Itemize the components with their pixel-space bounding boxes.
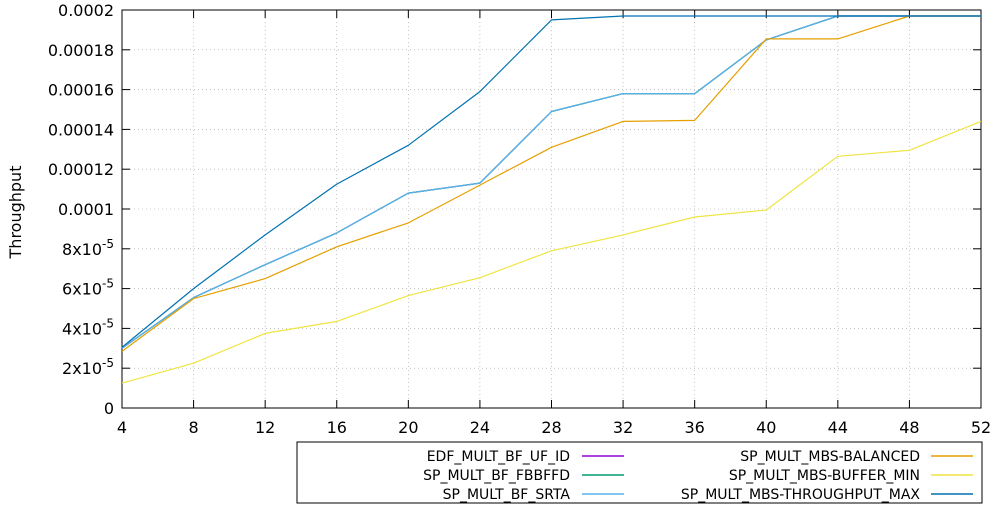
- legend-label-sp-mult-bf-fbbffd: SP_MULT_BF_FBBFFD: [423, 468, 570, 484]
- x-tick-label: 48: [899, 418, 919, 437]
- legend-label-sp-mult-mbs-balanced: SP_MULT_MBS-BALANCED: [740, 449, 920, 465]
- legend-box: [296, 441, 983, 504]
- x-tick-label: 24: [470, 418, 490, 437]
- series-line-sp-mult-mbs-throughput-max: [121, 15, 981, 348]
- x-tick-label: 52: [971, 418, 991, 437]
- legend-label-edf-mult-bf-uf-id: EDF_MULT_BF_UF_ID: [427, 449, 570, 465]
- y-tick-label: 0.00018: [48, 41, 114, 60]
- y-tick-label: 0: [104, 399, 114, 418]
- x-tick-label: 4: [117, 418, 127, 437]
- x-tick-labels: 4 8 12 16 20 24 28 32 36 40 44 48 52: [117, 418, 991, 437]
- y-tick-label: 8x10-5: [62, 237, 114, 259]
- y-tick-label: 0.0002: [58, 1, 114, 20]
- y-tick-labels: 0 2x10-5 4x10-5 6x10-5 8x10-5 0.0001 0.00012 0.…: [48, 1, 114, 418]
- x-tick-label: 20: [398, 418, 418, 437]
- y-tick-label: 0.00016: [48, 81, 114, 100]
- x-tick-label: 12: [255, 418, 275, 437]
- legend: EDF_MULT_BF_UF_ID SP_MULT_BF_FBBFFD SP_MUL…: [296, 441, 983, 504]
- y-tick-label: 4x10-5: [62, 316, 114, 338]
- series-line-sp-mult-mbs-balanced: [121, 15, 981, 352]
- legend-label-sp-mult-mbs-buffer-min: SP_MULT_MBS-BUFFER_MIN: [729, 468, 920, 484]
- x-tick-label: 44: [828, 418, 848, 437]
- plot-area-border: [121, 9, 982, 409]
- y-tick-label: 2x10-5: [62, 356, 114, 378]
- x-tick-label: 16: [327, 418, 347, 437]
- x-tick-label: 40: [756, 418, 776, 437]
- legend-label-sp-mult-mbs-throughput-max: SP_MULT_MBS-THROUGHPUT_MAX: [681, 487, 921, 503]
- y-tick-label: 6x10-5: [62, 277, 114, 299]
- x-tick-label: 36: [684, 418, 704, 437]
- y-tick-label: 0.00012: [48, 160, 114, 179]
- y-axis-title: Throughput: [6, 166, 25, 260]
- grid: [122, 10, 981, 408]
- series-lines: [121, 15, 982, 384]
- x-tick-label: 8: [188, 418, 198, 437]
- y-tick-label: 0.00014: [48, 120, 114, 139]
- series-line-sp-mult-mbs-buffer-min: [121, 120, 982, 384]
- y-tick-label: 0.0001: [58, 200, 114, 219]
- x-tick-label: 28: [541, 418, 561, 437]
- legend-label-sp-mult-bf-srta: SP_MULT_BF_SRTA: [443, 487, 571, 503]
- x-tick-label: 32: [613, 418, 633, 437]
